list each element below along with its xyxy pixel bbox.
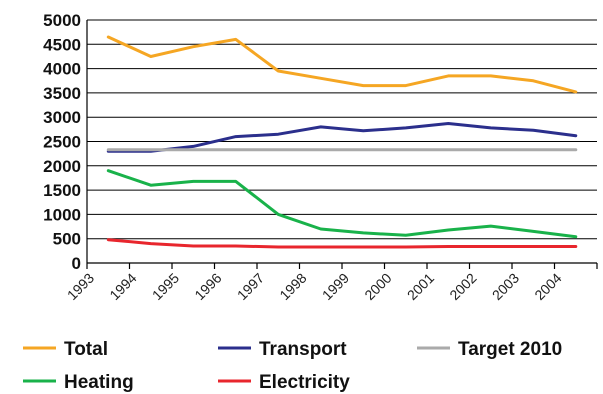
y-tick-label: 5000 [43, 11, 81, 30]
legend: Total Transport Target 2010 Heating Electric… [23, 339, 562, 393]
y-tick-label: 3500 [43, 84, 81, 103]
legend-label-total: Total [64, 339, 108, 360]
series-line-electricity [106, 238, 578, 249]
series-lines [106, 35, 578, 249]
y-tick-label: 2000 [43, 157, 81, 176]
x-tick-label: 2001 [404, 270, 437, 303]
legend-label-transport: Transport [259, 339, 347, 360]
y-tick-label: 1000 [43, 205, 81, 224]
x-tick-label: 1997 [234, 270, 267, 303]
legend-label-electricity: Electricity [259, 372, 350, 393]
series-line-total [106, 35, 578, 94]
y-tick-label: 0 [72, 254, 81, 273]
legend-label-target-2010: Target 2010 [458, 339, 562, 360]
legend-label-heating: Heating [64, 372, 134, 393]
y-tick-label: 4000 [43, 60, 81, 79]
y-tick-label: 4500 [43, 35, 81, 54]
x-tick-label: 1998 [276, 270, 309, 303]
x-tick-label: 2002 [446, 270, 479, 303]
x-tick-label: 1996 [191, 270, 224, 303]
x-tick-label: 1995 [149, 270, 182, 303]
y-tick-label: 2500 [43, 133, 81, 152]
x-tick-labels: 1993 1994 1995 1996 1997 1998 1999 2000 2001 2002… [64, 270, 565, 303]
x-tick-label: 1994 [106, 270, 139, 303]
y-tick-label: 500 [53, 230, 81, 249]
x-tick-label: 2004 [531, 270, 564, 303]
y-tick-label: 3000 [43, 108, 81, 127]
x-tick-label: 1999 [319, 270, 352, 303]
axes [86, 20, 598, 269]
series-line-heating [106, 169, 578, 239]
y-tick-labels: 0 500 1000 1500 2000 2500 3000 3500 4000 4500 5000 [43, 11, 81, 273]
x-tick-label: 1993 [64, 270, 97, 303]
y-tick-label: 1500 [43, 181, 81, 200]
x-tick-label: 2003 [489, 270, 522, 303]
x-tick-label: 2000 [361, 270, 394, 303]
gridlines [87, 19, 597, 240]
series-line-transport [106, 122, 578, 153]
